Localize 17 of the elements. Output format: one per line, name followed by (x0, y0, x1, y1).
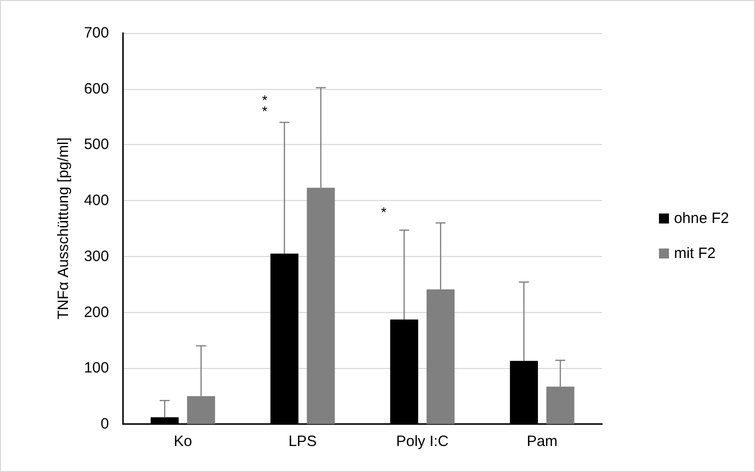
annotation: ** (262, 92, 268, 119)
y-axis-title: TNFα Ausschüttung [pg/ml] (55, 137, 72, 320)
annotation: * (381, 204, 387, 220)
y-tick-label: 700 (84, 24, 109, 42)
y-tick-label: 100 (84, 360, 109, 377)
x-tick-label: Poly I:C (396, 433, 449, 450)
x-tick-label: Ko (174, 433, 192, 450)
legend-label: mit F2 (674, 245, 716, 262)
y-tick-label: 300 (84, 248, 109, 265)
y-tick-label: 200 (84, 304, 109, 321)
y-tick-label: 500 (84, 136, 109, 154)
y-tick-label: 0 (100, 416, 109, 432)
legend-label: ohne F2 (674, 210, 730, 227)
y-tick-label: 400 (84, 192, 109, 210)
x-tick-label: LPS (288, 433, 317, 450)
x-tick-label: Pam (526, 433, 558, 450)
y-tick-label: 600 (84, 80, 109, 98)
